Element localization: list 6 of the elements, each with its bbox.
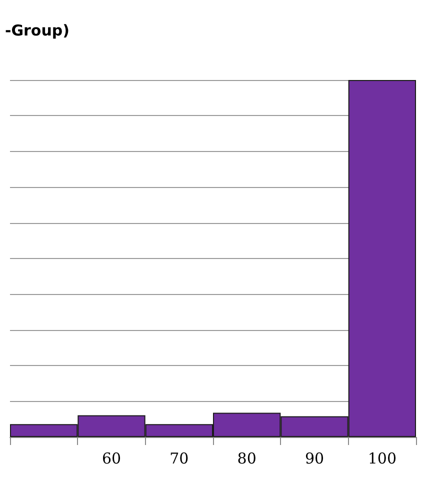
x-tick-label: 100 — [368, 450, 396, 468]
x-tick-label: 70 — [170, 450, 189, 468]
x-tick-label: 90 — [304, 450, 324, 468]
x-tick-label: 80 — [237, 450, 256, 468]
x-tick-label: 60 — [102, 450, 122, 468]
chart-title: -Group) — [5, 22, 70, 40]
